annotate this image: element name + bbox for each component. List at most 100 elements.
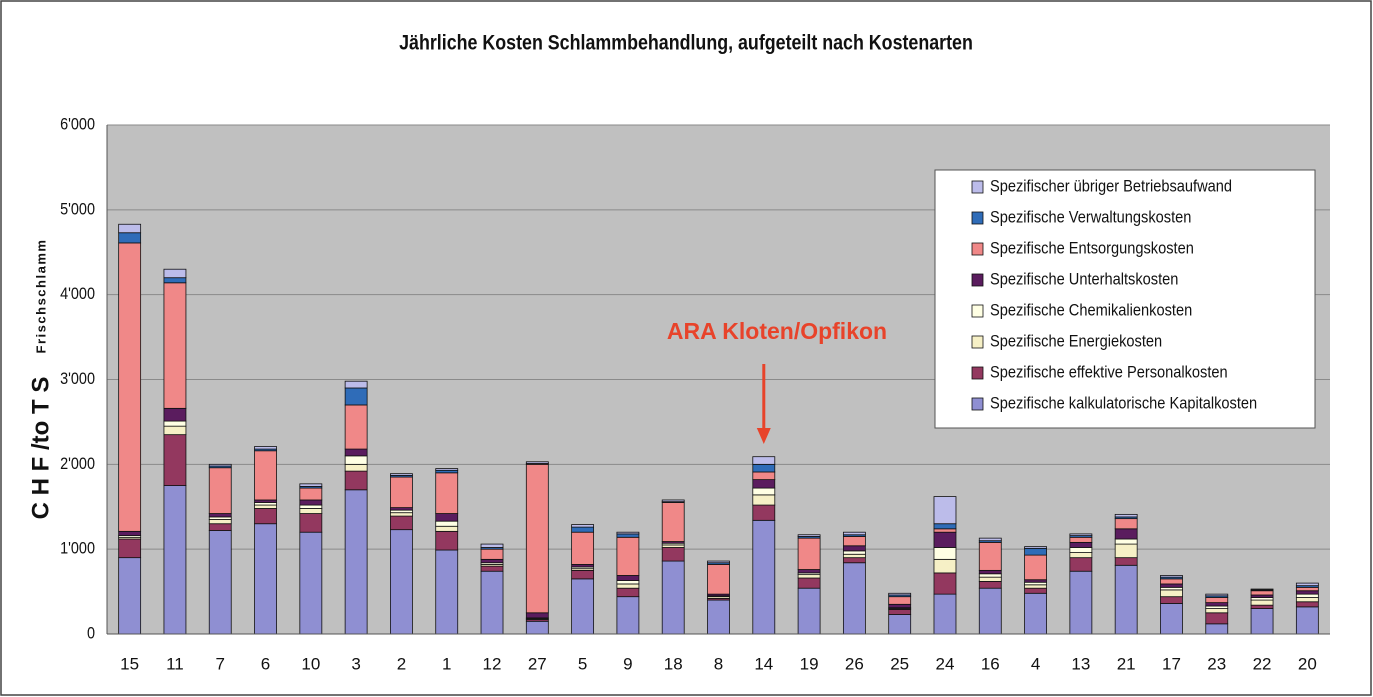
bar-segment	[1205, 597, 1229, 604]
bar-segment	[163, 268, 187, 279]
annotation: ARA Kloten/Opfikon	[667, 318, 887, 344]
y-tick-label: 4'000	[60, 285, 95, 303]
bar-segment	[616, 533, 640, 538]
bar-segment	[616, 583, 640, 589]
bar-segment	[390, 476, 413, 508]
bar-segment	[344, 463, 368, 472]
bar-segment	[842, 553, 866, 559]
bar-segment	[1205, 602, 1229, 607]
bar-segment	[888, 608, 912, 615]
bar-segment	[1114, 528, 1138, 540]
bar-segment	[1250, 604, 1274, 609]
bar-segment	[978, 576, 1002, 582]
bar-segment	[1069, 557, 1093, 572]
bar-segment	[299, 508, 323, 514]
bar-segment	[435, 468, 459, 471]
x-tick-label: 4	[1031, 654, 1040, 673]
bar-segment	[118, 530, 142, 536]
y-tick-label: 0	[87, 624, 95, 642]
annotation-arrowhead	[756, 428, 771, 444]
bar-segment	[344, 387, 368, 406]
bar-segment	[752, 487, 776, 496]
bar-segment	[1205, 623, 1229, 635]
bar-segment	[1295, 590, 1319, 595]
bar-segment	[208, 463, 232, 467]
bar-segment	[390, 515, 413, 531]
legend-swatch	[971, 304, 984, 318]
bar-segment	[1114, 543, 1138, 559]
bar-segment	[616, 580, 640, 585]
bar-segment	[842, 562, 866, 635]
x-tick-label: 8	[714, 654, 723, 673]
bar-segment	[1114, 513, 1138, 518]
bar-segment	[933, 496, 957, 525]
y-tick-label: 5'000	[60, 200, 95, 218]
bar-segment	[1295, 582, 1319, 587]
bar-segment	[797, 569, 821, 574]
bar-segment	[1250, 608, 1274, 635]
legend-swatch	[971, 242, 984, 256]
legend-swatch	[971, 366, 984, 380]
x-tick-label: 12	[483, 654, 502, 673]
bars	[118, 223, 1319, 635]
bar-segment	[1205, 593, 1229, 597]
legend-swatch	[971, 211, 984, 225]
bar-segment	[254, 523, 277, 635]
bar-segment	[1024, 587, 1047, 594]
bar-segment	[118, 242, 142, 532]
bar-segment	[752, 504, 776, 521]
x-tick-label: 2	[397, 654, 406, 673]
bar-segment	[299, 513, 323, 533]
bar-segment	[1295, 601, 1319, 608]
x-tick-label: 20	[1298, 654, 1317, 673]
x-tick-label: 27	[528, 654, 547, 673]
bar-segment	[480, 543, 504, 548]
bar-segment	[163, 485, 187, 635]
bar-segment	[435, 525, 459, 532]
bar-segment	[842, 545, 866, 552]
bar-segment	[616, 587, 640, 598]
bar-segment	[299, 487, 323, 501]
bar-segment	[1114, 518, 1138, 530]
bar-segment	[661, 499, 685, 503]
bar-segment	[390, 529, 413, 635]
bar-segment	[299, 531, 323, 635]
legend-swatch	[971, 397, 984, 411]
legend-swatch	[971, 180, 984, 194]
bar-segment	[1024, 592, 1047, 635]
bar-segment	[933, 558, 957, 574]
bar-segment	[571, 526, 595, 533]
x-tick-label: 16	[981, 654, 1000, 673]
bar-segment	[797, 577, 821, 589]
bar-segment	[707, 564, 730, 595]
bar-segment	[1160, 596, 1183, 604]
bar-segment	[1114, 557, 1138, 566]
bar-segment	[344, 404, 368, 450]
bar-segment	[1069, 570, 1093, 635]
x-tick-label: 5	[578, 654, 587, 673]
bar-segment	[208, 513, 232, 518]
bar-segment	[1250, 590, 1274, 596]
bar-segment	[525, 461, 549, 464]
legend-label: Spezifische Chemikalienkosten	[990, 302, 1192, 320]
bar-segment	[1205, 612, 1229, 625]
x-tick-label: 25	[890, 654, 909, 673]
bar-segment	[752, 471, 776, 481]
y-axis-label-small: Frischschlamm	[33, 239, 48, 354]
bar-segment	[1069, 552, 1093, 559]
bar-segment	[208, 519, 232, 525]
bar-segment	[752, 456, 776, 465]
y-axis-label: C H F /to T S	[27, 377, 54, 520]
bar-segment	[661, 502, 685, 542]
x-tick-label: 9	[623, 654, 632, 673]
bar-segment	[435, 472, 459, 514]
bar-segment	[344, 380, 368, 389]
bar-segment	[616, 575, 640, 581]
bar-segment	[435, 530, 459, 551]
bar-segment	[480, 548, 504, 560]
bar-segment	[1069, 541, 1093, 548]
bar-segment	[390, 512, 413, 517]
bar-segment	[933, 547, 957, 560]
bar-segment	[933, 528, 957, 533]
